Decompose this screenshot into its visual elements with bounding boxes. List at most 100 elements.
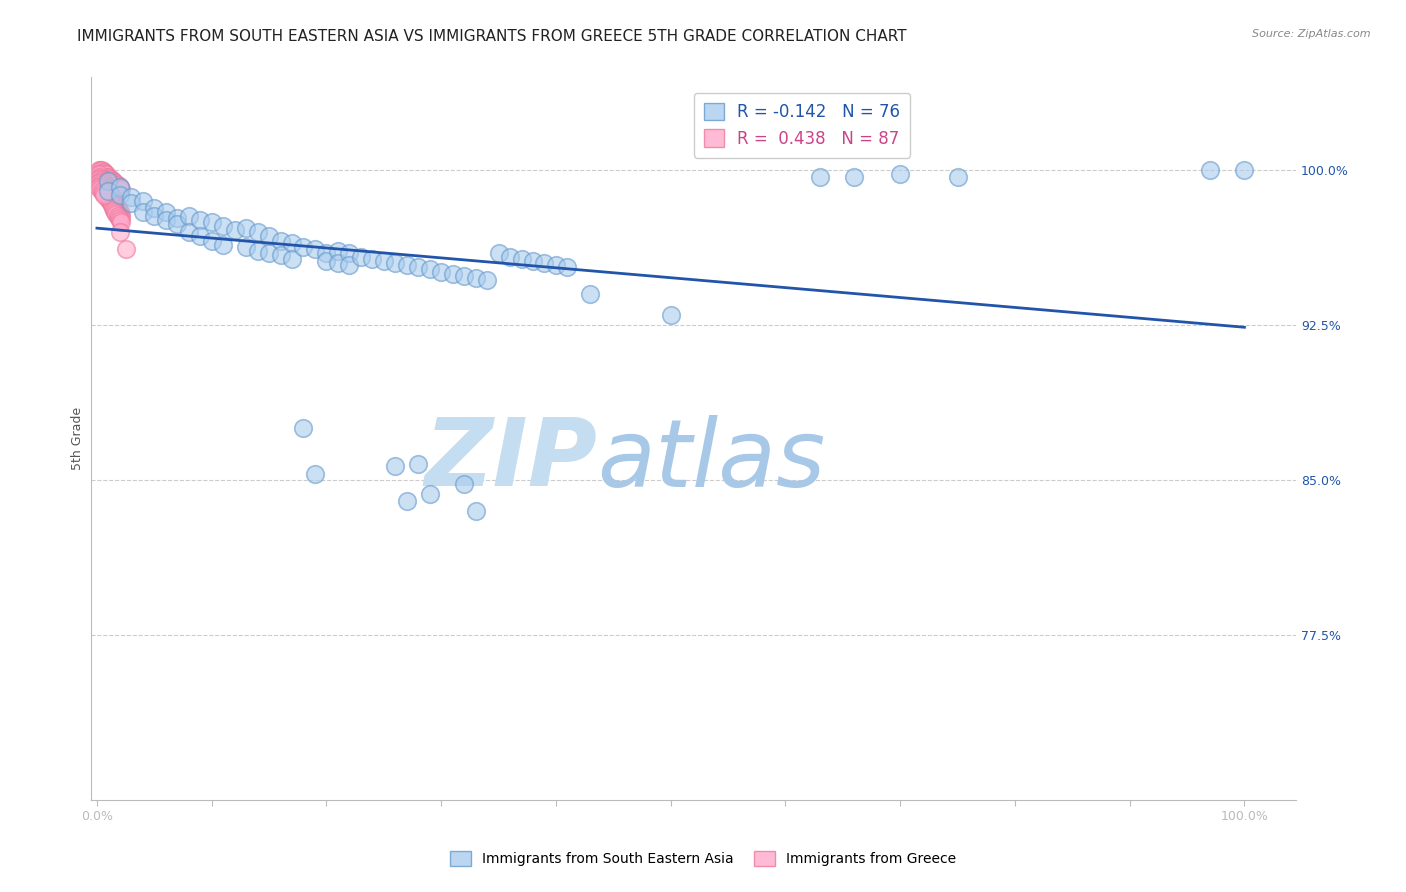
Point — [105, 207, 128, 221]
Point — [808, 169, 831, 184]
Point — [107, 202, 129, 217]
Point — [270, 248, 292, 262]
Point — [108, 204, 131, 219]
Point — [98, 190, 121, 204]
Point — [90, 171, 112, 186]
Point — [94, 168, 117, 182]
Point — [104, 201, 127, 215]
Point — [315, 246, 337, 260]
Point — [120, 190, 142, 204]
Point — [107, 204, 129, 219]
Point — [441, 267, 464, 281]
Point — [110, 182, 132, 196]
Point — [91, 182, 114, 196]
Point — [105, 178, 128, 192]
Point — [350, 250, 373, 264]
Point — [337, 258, 360, 272]
Point — [100, 171, 122, 186]
Point — [89, 163, 111, 178]
Point — [659, 308, 682, 322]
Point — [96, 190, 118, 204]
Point — [177, 209, 200, 223]
Point — [110, 207, 132, 221]
Point — [155, 204, 177, 219]
Point — [108, 213, 131, 227]
Point — [98, 194, 121, 209]
Point — [110, 211, 132, 225]
Point — [488, 246, 510, 260]
Point — [90, 163, 112, 178]
Point — [89, 182, 111, 196]
Point — [101, 196, 124, 211]
Point — [108, 179, 131, 194]
Point — [430, 264, 453, 278]
Point — [395, 493, 418, 508]
Point — [579, 287, 602, 301]
Point — [384, 256, 406, 270]
Point — [120, 196, 142, 211]
Point — [97, 192, 120, 206]
Text: atlas: atlas — [598, 415, 825, 506]
Point — [337, 246, 360, 260]
Point — [101, 198, 124, 212]
Point — [91, 186, 114, 200]
Point — [315, 254, 337, 268]
Point — [257, 229, 280, 244]
Point — [108, 209, 131, 223]
Legend: R = -0.142   N = 76, R =  0.438   N = 87: R = -0.142 N = 76, R = 0.438 N = 87 — [695, 93, 910, 158]
Point — [91, 178, 114, 192]
Point — [453, 477, 475, 491]
Point — [100, 188, 122, 202]
Point — [235, 221, 257, 235]
Point — [97, 169, 120, 184]
Point — [406, 260, 429, 275]
Point — [522, 254, 544, 268]
Y-axis label: 5th Grade: 5th Grade — [72, 407, 84, 470]
Point — [94, 186, 117, 200]
Point — [103, 202, 125, 217]
Point — [105, 198, 128, 212]
Point — [326, 244, 349, 258]
Point — [281, 252, 304, 267]
Point — [212, 219, 235, 233]
Point — [201, 215, 224, 229]
Point — [108, 179, 131, 194]
Point — [96, 182, 118, 196]
Point — [93, 184, 115, 198]
Legend: Immigrants from South Eastern Asia, Immigrants from Greece: Immigrants from South Eastern Asia, Immi… — [444, 846, 962, 871]
Point — [93, 165, 115, 179]
Point — [143, 201, 166, 215]
Point — [224, 223, 246, 237]
Point — [107, 209, 129, 223]
Point — [281, 235, 304, 250]
Point — [100, 196, 122, 211]
Point — [475, 273, 498, 287]
Point — [89, 168, 111, 182]
Point — [89, 171, 111, 186]
Point — [270, 234, 292, 248]
Point — [373, 254, 395, 268]
Point — [292, 240, 315, 254]
Point — [499, 250, 522, 264]
Point — [395, 258, 418, 272]
Point — [101, 194, 124, 209]
Point — [94, 179, 117, 194]
Point — [177, 225, 200, 239]
Point — [107, 207, 129, 221]
Point — [89, 163, 111, 178]
Point — [101, 174, 124, 188]
Point — [114, 242, 136, 256]
Point — [91, 165, 114, 179]
Point — [108, 225, 131, 239]
Point — [257, 246, 280, 260]
Point — [96, 186, 118, 200]
Point — [91, 174, 114, 188]
Point — [89, 178, 111, 192]
Point — [235, 240, 257, 254]
Point — [94, 182, 117, 196]
Point — [98, 186, 121, 200]
Point — [105, 202, 128, 217]
Text: Source: ZipAtlas.com: Source: ZipAtlas.com — [1253, 29, 1371, 38]
Point — [544, 258, 567, 272]
Point — [246, 225, 269, 239]
